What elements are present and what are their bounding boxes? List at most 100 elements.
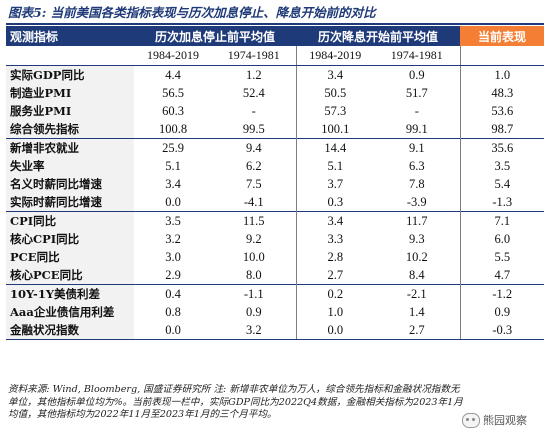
value-cell: 8.0 bbox=[245, 267, 262, 282]
value-cell: 10.2 bbox=[405, 249, 428, 264]
value-cell: 60.3 bbox=[162, 103, 184, 118]
value-cell: 5.1 bbox=[295, 157, 375, 175]
title-rule bbox=[6, 23, 544, 25]
value-cell: 1.4 bbox=[408, 304, 425, 319]
row-label: CPI同比 bbox=[6, 211, 134, 230]
value-cell: 2.7 bbox=[295, 266, 375, 285]
row-label: 10Y-1Y美债利差 bbox=[6, 284, 134, 303]
value-cell: 57.3 bbox=[295, 102, 375, 120]
value-cell: 3.4 bbox=[295, 211, 375, 230]
value-cell: 4.7 bbox=[459, 266, 545, 285]
header-current: 当前表现 bbox=[460, 26, 545, 46]
row-label: 新增非农就业 bbox=[6, 138, 134, 157]
period-cell: 1974-1981 bbox=[212, 46, 297, 66]
value-cell: 11.7 bbox=[374, 211, 461, 230]
value-cell: 0.2 bbox=[295, 284, 375, 303]
period-cell: 1984-2019 bbox=[134, 46, 212, 66]
header-row: 观测指标 历次加息停止前平均值 历次降息开始前平均值 当前表现 bbox=[6, 26, 545, 46]
value-cell: 9.1 bbox=[374, 138, 461, 157]
value-cell: 1.0 bbox=[459, 65, 545, 84]
brand-name: 熊园观察 bbox=[483, 414, 527, 427]
table-row: 实际GDP同比 4.4 1.2 3.4 0.9 1.0 bbox=[6, 65, 545, 84]
value-cell: 53.6 bbox=[459, 102, 545, 120]
value-cell: 35.6 bbox=[459, 138, 545, 157]
brand-watermark: 熊园观察 bbox=[462, 410, 527, 430]
value-cell: 10.0 bbox=[242, 249, 265, 264]
table-body: 实际GDP同比 4.4 1.2 3.4 0.9 1.0 制造业PMI 56.5 52.4 50.5… bbox=[6, 65, 545, 340]
footnote: 资料来源: Wind, Bloomberg, 国盛证券研究所 注: 新增非农单位… bbox=[8, 384, 463, 420]
value-cell: 8.4 bbox=[408, 267, 425, 282]
header-label: 观测指标 bbox=[6, 26, 134, 46]
value-cell: - bbox=[251, 103, 256, 118]
row-label: Aaa企业债信用利差 bbox=[6, 303, 134, 321]
period-cell: 1974-1981 bbox=[374, 46, 461, 66]
value-cell: 99.1 bbox=[405, 121, 428, 136]
value-cell: 7.5 bbox=[245, 176, 262, 191]
period-blank bbox=[459, 46, 545, 66]
table-row: Aaa企业债信用利差 0.8 0.9 1.0 1.4 0.9 bbox=[6, 303, 545, 321]
value-cell: 6.0 bbox=[459, 230, 545, 248]
value-cell: 3.7 bbox=[295, 175, 375, 193]
value-cell: 99.5 bbox=[242, 121, 265, 136]
value-cell: 0.4 bbox=[134, 284, 212, 303]
value-cell: 0.9 bbox=[245, 304, 262, 319]
value-cell: 14.4 bbox=[295, 138, 375, 157]
value-cell: 48.3 bbox=[459, 84, 545, 102]
value-cell: 98.7 bbox=[459, 120, 545, 139]
value-cell: 3.2 bbox=[212, 321, 297, 340]
value-cell: 9.3 bbox=[408, 231, 425, 246]
wechat-icon bbox=[462, 412, 480, 428]
table-row: 制造业PMI 56.5 52.4 50.5 51.7 48.3 bbox=[6, 84, 545, 102]
value-cell: 0.9 bbox=[459, 303, 545, 321]
figure-title: 图表5: 当前美国各类指标表现与历次加息停止、降息开始前的对比 bbox=[8, 5, 376, 20]
value-cell: 3.5 bbox=[459, 157, 545, 175]
value-cell: -3.9 bbox=[406, 194, 427, 209]
value-cell: 9.2 bbox=[245, 231, 262, 246]
value-cell: -1.3 bbox=[459, 193, 545, 212]
value-cell: 0.0 bbox=[295, 321, 375, 340]
value-cell: 6.2 bbox=[245, 158, 262, 173]
row-label: 核心CPI同比 bbox=[6, 230, 134, 248]
header-group-rate-cut: 历次降息开始前平均值 bbox=[296, 26, 461, 46]
value-cell: 100.8 bbox=[158, 121, 188, 136]
value-cell: 0.0 bbox=[134, 321, 212, 340]
row-label: 综合领先指标 bbox=[6, 120, 134, 139]
header-group-rate-hike: 历次加息停止前平均值 bbox=[134, 26, 297, 46]
row-label: 失业率 bbox=[6, 157, 134, 175]
value-cell: 0.8 bbox=[165, 304, 181, 319]
row-label: PCE同比 bbox=[6, 248, 134, 266]
table-row: 名义时薪同比增速 3.4 7.5 3.7 7.8 5.4 bbox=[6, 175, 545, 193]
value-cell: 25.9 bbox=[134, 138, 212, 157]
table-row: 10Y-1Y美债利差 0.4 -1.1 0.2 -2.1 -1.2 bbox=[6, 284, 545, 303]
table-row: 服务业PMI 60.3 - 57.3 - 53.6 bbox=[6, 102, 545, 120]
row-label: 实际GDP同比 bbox=[6, 65, 134, 84]
value-cell: 3.5 bbox=[134, 211, 212, 230]
value-cell: 3.3 bbox=[295, 230, 375, 248]
period-cell: 1984-2019 bbox=[295, 46, 375, 66]
value-cell: 52.4 bbox=[242, 85, 265, 100]
value-cell: 5.5 bbox=[459, 248, 545, 266]
row-label: 名义时薪同比增速 bbox=[6, 175, 134, 193]
value-cell: 1.0 bbox=[295, 303, 375, 321]
value-cell: 7.8 bbox=[408, 176, 425, 191]
value-cell: 3.4 bbox=[165, 176, 181, 191]
value-cell: 4.4 bbox=[165, 67, 181, 82]
value-cell: 0.9 bbox=[408, 67, 425, 82]
value-cell: 3.4 bbox=[295, 65, 375, 84]
table-row: 核心PCE同比 2.9 8.0 2.7 8.4 4.7 bbox=[6, 266, 545, 285]
value-cell: -1.2 bbox=[459, 284, 545, 303]
value-cell: 5.1 bbox=[165, 158, 181, 173]
value-cell: 2.7 bbox=[374, 321, 461, 340]
value-cell: -4.1 bbox=[243, 194, 264, 209]
table-row: 金融状况指数 0.0 3.2 0.0 2.7 -0.3 bbox=[6, 321, 545, 340]
table-row: 失业率 5.1 6.2 5.1 6.3 3.5 bbox=[6, 157, 545, 175]
row-label: 实际时薪同比增速 bbox=[6, 193, 134, 212]
value-cell: 1.2 bbox=[245, 67, 262, 82]
table-row: PCE同比 3.0 10.0 2.8 10.2 5.5 bbox=[6, 248, 545, 266]
value-cell: 9.4 bbox=[212, 138, 297, 157]
period-row: 1984-2019 1974-1981 1984-2019 1974-1981 bbox=[6, 46, 545, 66]
value-cell: 50.5 bbox=[295, 84, 375, 102]
value-cell: - bbox=[414, 103, 419, 118]
value-cell: 100.1 bbox=[295, 120, 375, 139]
value-cell: 56.5 bbox=[162, 85, 184, 100]
